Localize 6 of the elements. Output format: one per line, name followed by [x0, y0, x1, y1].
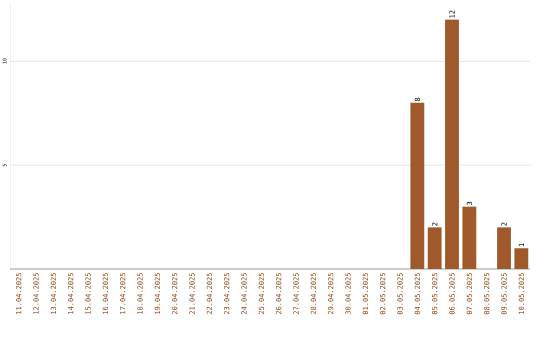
bar — [462, 206, 476, 269]
bar — [410, 102, 424, 269]
bar — [497, 227, 511, 269]
bar — [445, 20, 459, 269]
bar — [514, 248, 528, 269]
bar — [428, 227, 442, 269]
